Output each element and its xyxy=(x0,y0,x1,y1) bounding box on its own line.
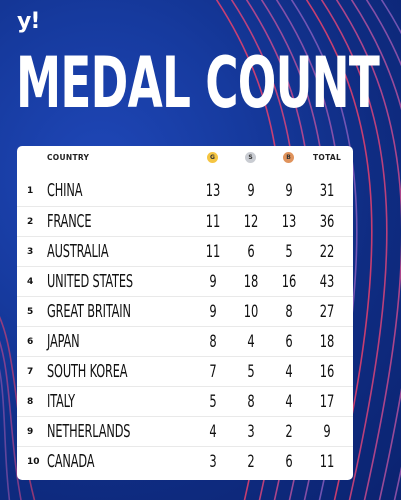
gold-count: 11 xyxy=(205,242,221,262)
silver-count: 8 xyxy=(247,392,255,412)
yahoo-logo[interactable]: y! xyxy=(17,9,40,34)
rank-cell: 4 xyxy=(27,277,34,287)
table-row: 7 SOUTH KOREA 7 5 4 16 xyxy=(17,356,353,387)
silver-count: 9 xyxy=(247,181,255,201)
country-name: CHINA xyxy=(47,180,83,201)
country-name: GREAT BRITAIN xyxy=(47,301,131,322)
table-row: 3 AUSTRALIA 11 6 5 22 xyxy=(17,236,353,267)
country-name: CANADA xyxy=(47,451,95,472)
rank-cell: 10 xyxy=(27,457,40,467)
total-count: 22 xyxy=(319,242,335,262)
rank-cell: 6 xyxy=(27,337,34,347)
gold-count: 3 xyxy=(209,452,217,472)
gold-count: 9 xyxy=(209,302,217,322)
gold-count: 4 xyxy=(209,422,217,442)
country-name: JAPAN xyxy=(47,331,80,352)
country-name: UNITED STATES xyxy=(47,271,133,292)
total-count: 18 xyxy=(319,332,335,352)
total-count: 17 xyxy=(319,392,335,412)
bronze-count: 13 xyxy=(281,212,297,232)
page-title: MEDAL COUNT xyxy=(16,42,380,124)
total-count: 9 xyxy=(323,422,331,442)
rank-cell: 1 xyxy=(27,186,34,196)
silver-count: 18 xyxy=(243,272,259,292)
rank-cell: 7 xyxy=(27,367,34,377)
bronze-medal-icon: B xyxy=(283,152,294,163)
gold-count: 11 xyxy=(205,212,221,232)
country-column-header: COUNTRY xyxy=(47,153,90,162)
bronze-count: 9 xyxy=(285,181,293,201)
bronze-count: 6 xyxy=(285,452,293,472)
bronze-count: 16 xyxy=(281,272,297,292)
gold-count: 8 xyxy=(209,332,217,352)
total-count: 36 xyxy=(319,212,335,232)
medal-table: COUNTRY G S B TOTAL 1 CHINA 13 9 9 31 2 FRANCE 1… xyxy=(17,146,353,480)
total-count: 16 xyxy=(319,362,335,382)
bronze-count: 2 xyxy=(285,422,293,442)
table-row: 6 JAPAN 8 4 6 18 xyxy=(17,326,353,357)
rank-cell: 3 xyxy=(27,247,34,257)
table-row: 2 FRANCE 11 12 13 36 xyxy=(17,206,353,237)
table-row: 10 CANADA 3 2 6 11 xyxy=(17,446,353,477)
gold-count: 9 xyxy=(209,272,217,292)
gold-count: 7 xyxy=(209,362,217,382)
total-count: 27 xyxy=(319,302,335,322)
total-count: 31 xyxy=(319,181,335,201)
silver-count: 6 xyxy=(247,242,255,262)
silver-count: 3 xyxy=(247,422,255,442)
country-name: AUSTRALIA xyxy=(47,241,109,262)
silver-count: 2 xyxy=(247,452,255,472)
rank-cell: 2 xyxy=(27,217,34,227)
table-row: 9 NETHERLANDS 4 3 2 9 xyxy=(17,416,353,447)
bronze-count: 4 xyxy=(285,392,293,412)
table-row: 4 UNITED STATES 9 18 16 43 xyxy=(17,266,353,297)
gold-count: 13 xyxy=(205,181,221,201)
table-row: 8 ITALY 5 8 4 17 xyxy=(17,386,353,417)
silver-count: 5 xyxy=(247,362,255,382)
table-row: 5 GREAT BRITAIN 9 10 8 27 xyxy=(17,296,353,327)
total-column-header: TOTAL xyxy=(313,153,342,162)
bronze-count: 6 xyxy=(285,332,293,352)
silver-count: 10 xyxy=(243,302,259,322)
gold-count: 5 xyxy=(209,392,217,412)
rank-cell: 9 xyxy=(27,427,34,437)
country-name: NETHERLANDS xyxy=(47,421,131,442)
country-name: FRANCE xyxy=(47,211,92,232)
bronze-count: 8 xyxy=(285,302,293,322)
silver-count: 12 xyxy=(243,212,259,232)
country-name: ITALY xyxy=(47,391,75,412)
rank-cell: 5 xyxy=(27,307,34,317)
country-name: SOUTH KOREA xyxy=(47,361,128,382)
silver-count: 4 xyxy=(247,332,255,352)
rank-cell: 8 xyxy=(27,397,34,407)
bronze-count: 5 xyxy=(285,242,293,262)
gold-medal-icon: G xyxy=(207,152,218,163)
total-count: 11 xyxy=(319,452,335,472)
table-row: 1 CHINA 13 9 9 31 xyxy=(17,176,353,206)
silver-medal-icon: S xyxy=(245,152,256,163)
total-count: 43 xyxy=(319,272,335,292)
bronze-count: 4 xyxy=(285,362,293,382)
table-header: COUNTRY G S B TOTAL xyxy=(17,146,353,168)
